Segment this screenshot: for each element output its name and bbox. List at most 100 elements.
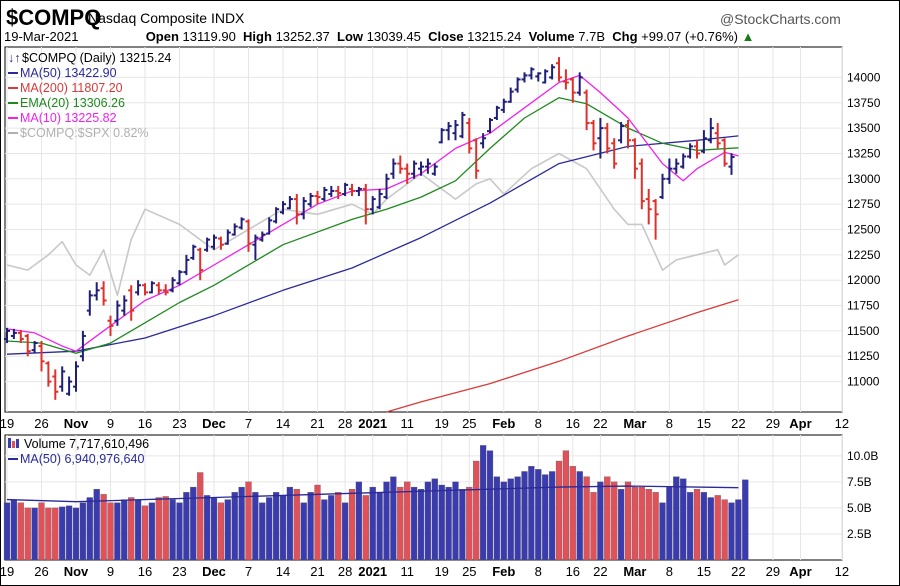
- volume-x-tick-label: 29: [766, 564, 780, 579]
- price-y-tick-label: 11500: [847, 324, 880, 338]
- price-x-tick-label: 12: [835, 416, 849, 431]
- volume-bar: [500, 481, 507, 561]
- volume-y-tick-label: 5.0B: [847, 501, 872, 515]
- volume-bar: [3, 502, 11, 561]
- volume-bar: [555, 460, 563, 561]
- volume-x-tick-label: 21: [310, 564, 324, 579]
- ohlc-bar: [438, 128, 445, 144]
- volume-bar: [659, 502, 666, 561]
- close-label: Close: [428, 29, 464, 44]
- ohlc-bar: [59, 366, 66, 392]
- ohlc-bar: [259, 231, 266, 242]
- ohlc-bar: [383, 173, 390, 200]
- volume-x-tick-label: 14: [276, 564, 290, 579]
- ohlc-bar: [342, 182, 349, 197]
- instrument-name: Nasdaq Composite INDX: [88, 10, 245, 26]
- price-legend-item: MA(10) 13225.82: [8, 111, 117, 125]
- ohlc-bar: [114, 300, 121, 326]
- ohlc-bar: [404, 163, 411, 184]
- chg-label: Chg: [612, 29, 638, 44]
- price-y-tick-label: 14000: [847, 70, 881, 84]
- volume-x-tick-label: 19: [0, 564, 14, 579]
- ohlc-bar: [307, 193, 314, 208]
- volume-bar: [445, 486, 452, 561]
- volume-value: 7.7B: [578, 29, 605, 44]
- price-x-tick-label: Apr: [789, 416, 811, 431]
- stockcharts-watermark: @StockCharts.com: [720, 11, 841, 27]
- legend-label: EMA(20) 13306.26: [20, 96, 125, 110]
- volume-bar: [410, 486, 418, 561]
- volume-bar: [169, 499, 176, 561]
- price-y-tick-label: 11250: [847, 349, 880, 363]
- volume-bar: [604, 476, 611, 561]
- volume-bar: [45, 507, 52, 561]
- volume-x-tick-label: 22: [593, 564, 607, 579]
- volume-bar: [300, 502, 307, 561]
- volume-bar: [93, 489, 100, 561]
- open-value: 13119.90: [182, 29, 236, 44]
- volume-bar: [693, 489, 701, 561]
- price-legend-item: EMA(20) 13306.26: [8, 96, 125, 110]
- volume-x-tick-label: 23: [172, 564, 186, 579]
- volume-x-tick-label: 9: [107, 564, 114, 579]
- date-label: 19-Mar-2021: [4, 29, 79, 44]
- volume-bar: [535, 469, 542, 561]
- price-legend-title: $COMPQ (Daily) 13215.24: [22, 51, 171, 65]
- ohlc-bar: [45, 361, 52, 387]
- price-x-tick-label: 19: [434, 416, 448, 431]
- volume-bar: [335, 492, 342, 561]
- price-x-tick-label: 8: [535, 416, 542, 431]
- ohlc-bar: [707, 117, 714, 144]
- ohlc-bar: [687, 143, 694, 159]
- volume-bar: [293, 489, 300, 561]
- ohlc-bar: [162, 284, 169, 296]
- volume-x-tick-label: 8: [666, 564, 673, 579]
- volume-x-tick-label: 26: [34, 564, 48, 579]
- volume-y-tick-label: 7.5B: [847, 475, 872, 489]
- open-label: Open: [145, 29, 179, 44]
- price-legend-item: $COMPQ:$SPX 0.82%: [8, 126, 149, 140]
- ohlc-bar: [4, 327, 10, 344]
- volume-ma50-line: [6, 485, 739, 503]
- price-x-tick-label: 22: [731, 416, 745, 431]
- volume-bar: [134, 499, 142, 561]
- volume-bar: [369, 486, 376, 561]
- ohlc-bar: [631, 138, 638, 179]
- price-x-tick-label: 14: [276, 416, 290, 431]
- price-y-tick-label: 12500: [847, 223, 881, 237]
- volume-x-tick-label: 15: [697, 564, 711, 579]
- ohlc-bar: [431, 163, 438, 176]
- ohlc-bar: [618, 122, 625, 144]
- volume-bar: [176, 502, 183, 561]
- price-y-tick-label: 13000: [847, 172, 881, 186]
- price-y-tick-label: 13250: [847, 146, 881, 160]
- ohlc-bar: [666, 158, 673, 184]
- volume-y-tick-label: 2.5B: [847, 527, 872, 541]
- ohlc-bar: [245, 219, 252, 252]
- ohlc-bar: [73, 361, 79, 392]
- volume-bar: [431, 478, 438, 561]
- ohlc-bar: [142, 283, 148, 296]
- bar-chart-icon: ↓↑: [8, 51, 21, 65]
- ohlc-bar: [487, 117, 493, 134]
- volume-bar: [224, 499, 231, 561]
- volume-bar: [638, 486, 645, 561]
- ohlc-bar: [411, 160, 418, 179]
- price-x-tick-label: 2021: [358, 416, 387, 431]
- ohlc-bar: [349, 183, 355, 197]
- price-x-tick-label: 11: [400, 416, 414, 431]
- ohlc-bar: [238, 217, 245, 230]
- ohlc-bar: [273, 207, 280, 224]
- legend-label: MA(50) 13422.90: [20, 66, 117, 80]
- volume-bar: [266, 497, 273, 561]
- volume-bar: [210, 497, 218, 561]
- ohlc-bar: [556, 57, 562, 82]
- volume-bar: [618, 489, 625, 561]
- ohlc-bar: [135, 280, 142, 296]
- volume-bar: [24, 507, 31, 561]
- volume-bar: [666, 486, 673, 561]
- volume-bar: [148, 502, 155, 561]
- volume-bar: [742, 479, 749, 561]
- volume-x-tick-label: 8: [535, 564, 542, 579]
- ohlc-bar: [266, 217, 273, 235]
